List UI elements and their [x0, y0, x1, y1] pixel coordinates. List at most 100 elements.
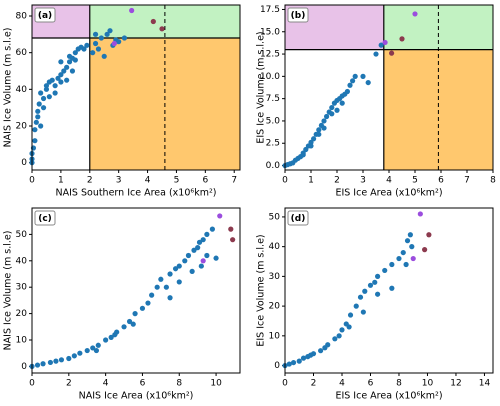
panel-label-box: [34, 7, 56, 23]
point: [195, 245, 201, 251]
x-tick-label: 5: [174, 176, 180, 186]
point: [400, 249, 406, 256]
point: [329, 104, 335, 111]
point: [329, 111, 335, 117]
point: [362, 288, 368, 294]
point: [72, 57, 78, 63]
point: [35, 114, 41, 120]
point: [360, 73, 366, 79]
point: [36, 101, 42, 107]
x-tick-label: 4: [386, 176, 392, 186]
x-tick-label: 2: [66, 379, 72, 389]
x-tick-label: 8: [396, 379, 402, 389]
point: [417, 211, 423, 217]
point: [191, 247, 197, 253]
point: [47, 359, 54, 366]
region-orange: [383, 49, 493, 171]
point: [204, 252, 210, 259]
point: [163, 284, 169, 290]
point: [43, 86, 50, 92]
point: [426, 232, 432, 238]
point: [64, 64, 70, 70]
point: [58, 59, 64, 65]
point: [35, 108, 41, 114]
panel-label-box: [287, 7, 309, 23]
y-tick-label: 20: [16, 309, 28, 319]
y-tick-label: 0: [21, 362, 27, 372]
x-tick-label: 6: [202, 176, 208, 186]
point: [410, 255, 416, 262]
point: [396, 255, 402, 262]
x-tick-label: 7: [231, 176, 237, 186]
y-tick-label: 40: [16, 85, 28, 95]
point: [357, 294, 364, 300]
point: [101, 53, 107, 59]
point: [172, 266, 179, 272]
point: [422, 247, 428, 253]
point: [311, 136, 317, 142]
point: [321, 118, 327, 124]
point: [58, 72, 64, 78]
panel: 0 2 4 6 8 10 0 10 20 30 40 50 (c) NAIS Ice Area (x10⁶…: [3, 207, 241, 402]
point: [112, 332, 118, 338]
point: [38, 123, 44, 129]
panel-label: (d): [291, 214, 306, 224]
y-tick-label: 20: [16, 122, 28, 132]
point: [382, 267, 388, 274]
point: [58, 357, 65, 363]
y-tick-label: 0: [274, 361, 280, 371]
panel-label-box: [34, 210, 56, 226]
point: [46, 94, 52, 100]
point: [149, 292, 155, 298]
panel: 0 2 4 6 8 10 12 14 0 10 20 30 40 50 (d) EIS Ice Area (x…: [256, 207, 494, 402]
x-tick-label: 3: [360, 176, 366, 186]
point: [93, 347, 100, 354]
point: [318, 348, 324, 354]
point: [353, 303, 359, 309]
x-tick-label: 4: [339, 379, 345, 389]
point: [350, 78, 356, 84]
point: [352, 73, 358, 79]
plot-frame: [284, 207, 494, 374]
point: [213, 255, 219, 261]
y-tick-label: 50: [16, 230, 28, 240]
point: [200, 237, 206, 243]
point: [185, 252, 192, 259]
point: [182, 258, 188, 264]
point: [55, 75, 61, 81]
point: [90, 345, 96, 351]
point: [324, 113, 330, 120]
point: [90, 50, 96, 56]
point: [334, 107, 340, 113]
y-tick-label: 40: [269, 242, 281, 252]
point: [372, 279, 378, 285]
point: [132, 311, 138, 317]
x-tick-label: 1: [308, 176, 314, 186]
point: [129, 7, 135, 14]
y-tick-label: 12.5: [260, 50, 280, 60]
point: [69, 68, 76, 74]
point: [189, 268, 195, 274]
point: [346, 324, 352, 330]
point: [389, 285, 395, 291]
point: [332, 336, 338, 342]
point: [34, 362, 41, 368]
x-tick-label: 0: [282, 176, 288, 186]
y-axis-label: NAIS Ice Volume (m s.l.e): [3, 231, 14, 351]
point: [347, 82, 353, 88]
x-tick-label: 10: [210, 379, 222, 389]
x-axis-label: EIS Ice Area (x10⁶km²): [335, 188, 442, 199]
y-tick-label: 40: [16, 256, 28, 266]
point: [409, 244, 415, 250]
plot-frame: [31, 207, 241, 374]
x-axis-label: EIS Ice Area (x10⁶km²): [335, 391, 442, 402]
y-tick-label: 30: [269, 272, 281, 282]
y-tick-label: 5.0: [266, 116, 281, 126]
point: [228, 226, 234, 232]
point: [77, 350, 83, 356]
point: [389, 50, 395, 56]
plot-frame: [284, 4, 494, 171]
point: [200, 258, 206, 264]
point: [92, 31, 99, 37]
point: [399, 36, 405, 42]
